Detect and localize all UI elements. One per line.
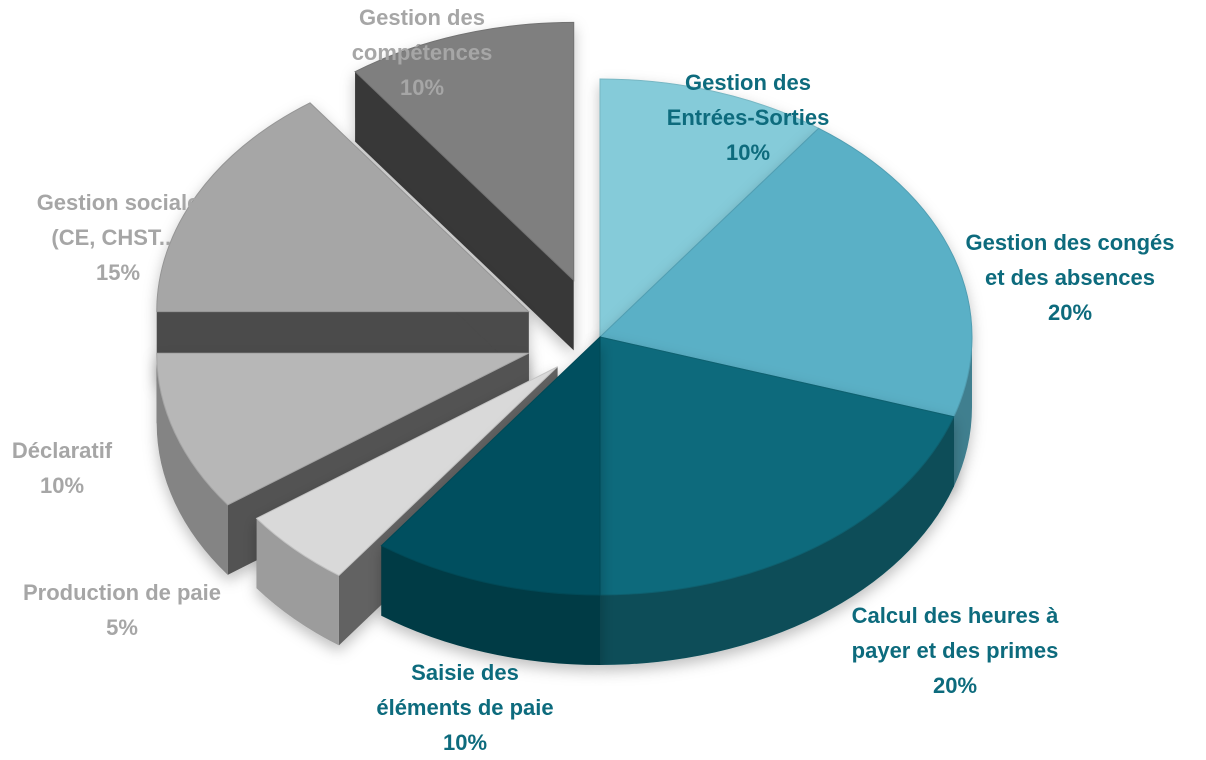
slice-label: Déclaratif 10%: [12, 433, 112, 503]
slice-side: [256, 518, 339, 646]
slice-label: Gestion des compétences 10%: [352, 0, 493, 105]
slice-percent-label: 10%: [399, 75, 445, 100]
slice-percent-label: 20%: [932, 673, 978, 698]
slice-label-line: Saisie des: [411, 660, 519, 685]
slice-top: [255, 366, 558, 577]
slice-label-line: Calcul des heures à: [851, 603, 1059, 628]
slice-label-line: payer et des primes: [851, 638, 1059, 663]
slice-percent-label: 10%: [442, 730, 488, 755]
slice-label-line: compétences: [351, 40, 493, 65]
slice-top: [354, 21, 575, 282]
pie-slice: [354, 21, 575, 351]
slice-label-line: (CE, CHST...): [51, 225, 185, 250]
slice-side: [381, 545, 600, 665]
slice-wall: [355, 71, 574, 351]
slice-top: [599, 78, 820, 339]
slice-percent-label: 10%: [725, 140, 771, 165]
slice-side: [953, 337, 972, 487]
slice-label: Saisie des éléments de paie 10%: [376, 655, 553, 760]
slice-percent-label: 15%: [95, 260, 141, 285]
pie-slice: [599, 336, 955, 665]
slice-top: [156, 102, 530, 313]
slice-label: Gestion des congés et des absences 20%: [965, 225, 1174, 330]
slice-top: [598, 127, 973, 418]
slice-percent-label: 10%: [39, 473, 85, 498]
slice-label-line: Gestion des: [359, 5, 485, 30]
slice-label-line: Déclaratif: [11, 438, 113, 463]
slice-top: [599, 336, 955, 596]
slice-label: Calcul des heures à payer et des primes 20…: [852, 598, 1059, 703]
slice-top: [156, 352, 529, 506]
slice-label-line: Gestion sociale: [36, 190, 200, 215]
slice-percent-label: 5%: [106, 615, 138, 640]
slice-label: Gestion sociale (CE, CHST...) 15%: [37, 185, 200, 290]
slice-top: [380, 335, 601, 596]
slice-label-line: et des absences: [985, 265, 1155, 290]
slice-label-line: Gestion des: [685, 70, 811, 95]
slice-percent-label: 20%: [1047, 300, 1093, 325]
slice-label: Production de paie 5%: [23, 575, 221, 645]
slice-label-line: éléments de paie: [376, 695, 554, 720]
slice-label-line: Production de paie: [22, 580, 222, 605]
slice-side: [600, 416, 954, 665]
pie-slice: [380, 335, 601, 665]
slice-label-line: Gestion des congés: [965, 230, 1175, 255]
slice-label-line: Entrées-Sorties: [666, 105, 830, 130]
slice-label: Gestion des Entrées-Sorties 10%: [667, 65, 830, 170]
